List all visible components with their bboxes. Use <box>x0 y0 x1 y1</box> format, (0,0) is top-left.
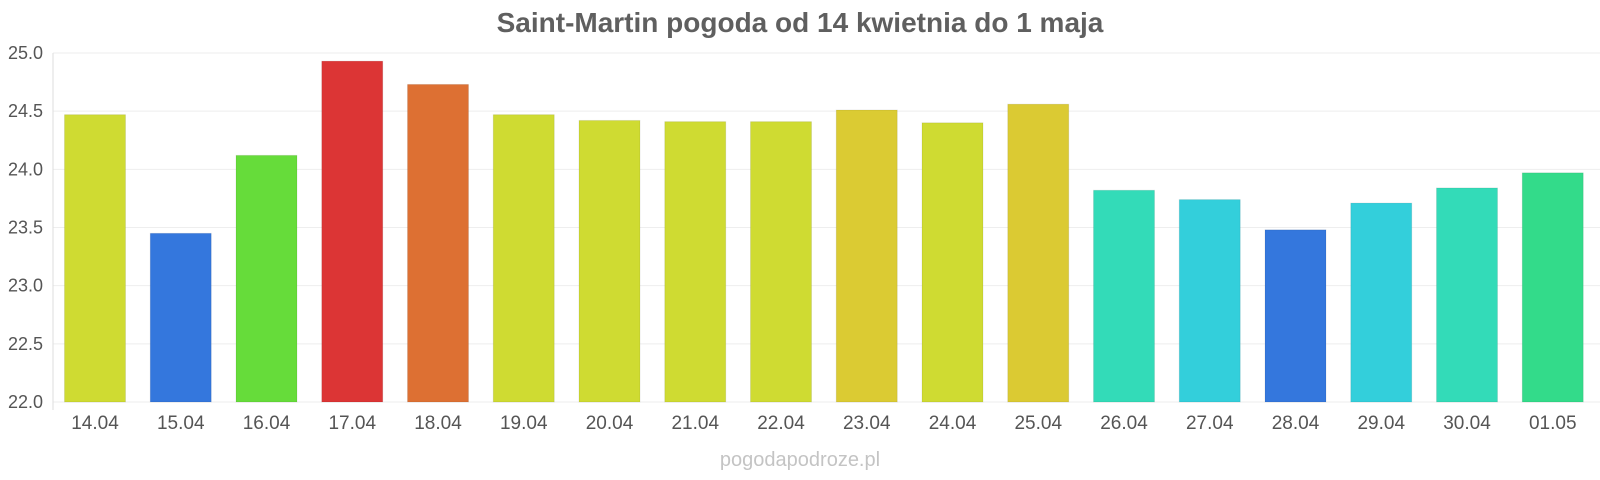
bar-20.04 <box>578 119 641 403</box>
x-tick-label: 27.04 <box>1186 413 1234 434</box>
y-axis-tick-labels: 22.0 22.5 23.0 23.5 24.0 24.5 25.0 <box>8 43 43 412</box>
bar-21.04 <box>664 121 727 403</box>
x-tick-label: 17.04 <box>328 413 376 434</box>
x-tick-label: 18.04 <box>414 413 462 434</box>
bar-22.04 <box>750 121 812 403</box>
bar-17.04 <box>321 60 384 403</box>
x-tick-label: 28.04 <box>1272 413 1320 434</box>
bar-23.04 <box>835 109 898 403</box>
x-tick-label: 29.04 <box>1357 413 1405 434</box>
bars <box>64 60 1584 403</box>
bar-01.05 <box>1521 172 1584 403</box>
y-tick-label: 23.5 <box>8 218 43 238</box>
y-tick-label: 22.5 <box>8 334 43 354</box>
bar-29.04 <box>1350 202 1413 403</box>
x-tick-label: 19.04 <box>500 413 548 434</box>
watermark: pogodapodroze.pl <box>720 449 880 471</box>
grid-lines <box>53 52 1600 403</box>
x-tick-label: 22.04 <box>757 413 805 434</box>
x-tick-label: 30.04 <box>1443 413 1491 434</box>
y-tick-label: 25.0 <box>8 43 43 63</box>
bar-25.04 <box>1007 103 1070 403</box>
bar-27.04 <box>1178 199 1241 403</box>
bar-15.04 <box>149 232 212 403</box>
y-tick-label: 24.0 <box>8 159 43 179</box>
x-tick-label: 23.04 <box>843 413 891 434</box>
bar-19.04 <box>492 114 555 403</box>
y-tick-label: 22.0 <box>8 392 43 412</box>
bar-14.04 <box>64 114 126 403</box>
x-tick-label: 21.04 <box>671 413 719 434</box>
x-tick-label: 01.05 <box>1529 413 1577 434</box>
bar-26.04 <box>1093 189 1155 403</box>
x-tick-label: 20.04 <box>586 413 634 434</box>
x-tick-label: 25.04 <box>1014 413 1062 434</box>
y-tick-label: 24.5 <box>8 101 43 121</box>
chart-title: Saint-Martin pogoda od 14 kwietnia do 1 … <box>497 7 1104 38</box>
x-tick-label: 16.04 <box>243 413 291 434</box>
bar-18.04 <box>407 83 469 403</box>
x-tick-label: 14.04 <box>71 413 119 434</box>
y-tick-label: 23.0 <box>8 276 43 296</box>
bar-24.04 <box>921 122 984 403</box>
bar-16.04 <box>235 154 298 403</box>
bar-28.04 <box>1264 229 1327 403</box>
x-tick-label: 15.04 <box>157 413 205 434</box>
x-tick-label: 26.04 <box>1100 413 1148 434</box>
x-axis-tick-labels: 14.04 15.04 16.04 17.04 18.04 19.04 20.04 21.04… <box>71 413 1576 434</box>
x-tick-label: 24.04 <box>929 413 977 434</box>
bar-30.04 <box>1436 187 1498 403</box>
